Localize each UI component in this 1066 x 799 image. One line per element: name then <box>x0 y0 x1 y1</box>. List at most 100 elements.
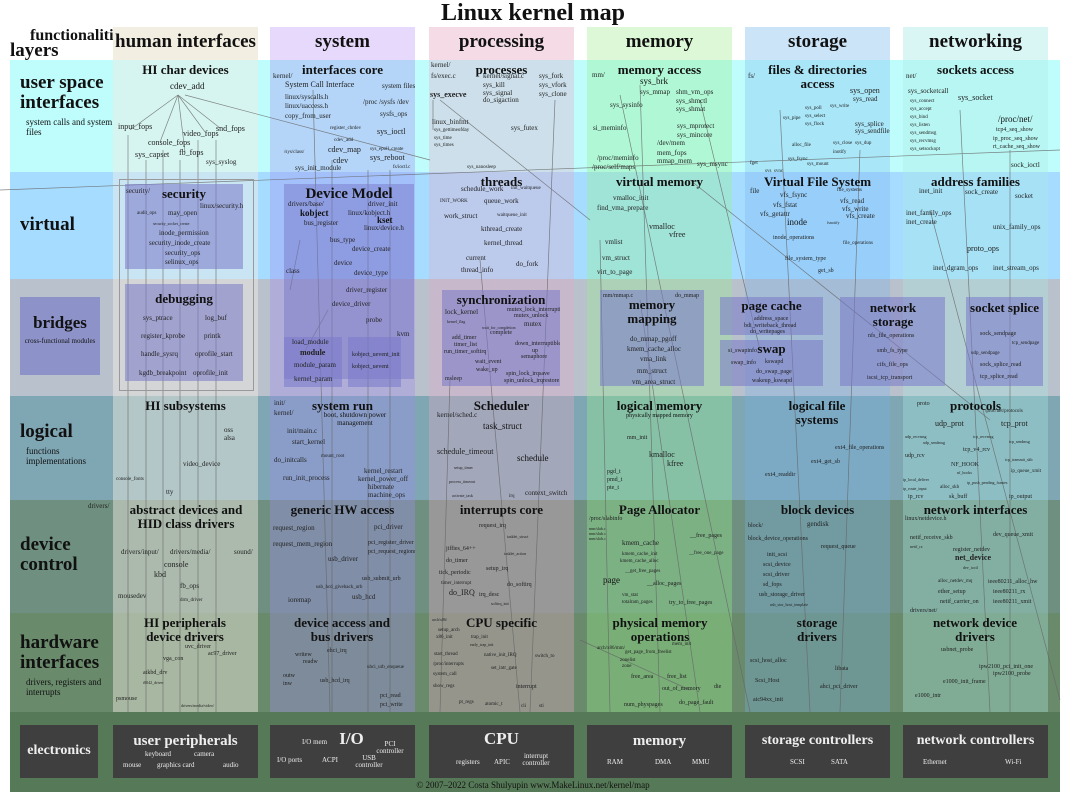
cell-item[interactable]: /proc/slabinfo <box>589 516 623 522</box>
cell-item[interactable]: linux/uaccess.h <box>285 102 328 110</box>
cell-item[interactable]: up <box>532 348 538 354</box>
cell-item[interactable]: video_device <box>183 460 221 468</box>
cell-item[interactable]: __alloc_pages <box>647 581 682 587</box>
cell-item[interactable]: sock_ioctl <box>1011 161 1040 169</box>
cell-generic-hw-access[interactable]: generic HW access request_region pci_dri… <box>270 500 415 613</box>
cell-scheduler[interactable]: Scheduler kernel/sched.c task_struct sch… <box>429 396 574 500</box>
cell-item[interactable]: init/main.c <box>287 427 318 435</box>
cell-item[interactable]: /proc/net/protocols <box>985 409 1023 414</box>
cell-item[interactable]: sys_init_module <box>295 164 342 172</box>
cell-item[interactable]: bdi_writeback_thread <box>744 323 797 329</box>
cell-item[interactable]: request_mem_region <box>273 540 333 548</box>
cell-item[interactable]: dev_ioctl <box>963 565 978 570</box>
cell-item[interactable]: inode_operations <box>773 235 815 241</box>
cell-item[interactable]: writew <box>295 652 312 658</box>
cell-item[interactable]: sys_sync <box>765 169 784 172</box>
cell-item[interactable]: atkbd_drv <box>143 670 168 676</box>
hw-item[interactable]: MMU <box>692 758 710 766</box>
cell-item[interactable]: mutex <box>524 320 542 328</box>
cell-item[interactable]: hibernate <box>368 483 395 491</box>
cell-item[interactable]: sock_create <box>965 188 999 196</box>
cell-item[interactable]: out_of_memory <box>662 686 701 692</box>
copyright-footer[interactable]: © 2007–2022 Costa Shulyupin www.MakeLinu… <box>416 780 650 790</box>
cell-item[interactable]: complete <box>490 330 512 336</box>
cell-item[interactable]: fb_ops <box>180 582 200 590</box>
cell-item[interactable]: usb_hcd_irq <box>320 678 350 684</box>
cell-item[interactable]: NF_HOOK <box>951 462 980 468</box>
cell-item[interactable]: current <box>466 254 486 262</box>
cell-system-run[interactable]: system run boot, shutdown power manageme… <box>270 396 415 500</box>
cell-item[interactable]: sys_fsync <box>788 157 808 162</box>
cell-item[interactable]: ip_queue_xmit <box>1011 469 1041 474</box>
cell-item[interactable]: kernel_restart <box>364 467 403 475</box>
cell-item[interactable]: ieee80211_rx <box>993 589 1026 595</box>
cell-item[interactable]: pmd_t <box>607 477 623 483</box>
cell-item[interactable]: linux/security.h <box>200 202 243 210</box>
cell-item[interactable]: sys_ptrace <box>143 314 173 322</box>
cell-item[interactable]: bus_type <box>330 236 356 244</box>
cell-item[interactable]: sys_msync <box>697 160 728 168</box>
cell-address-families[interactable]: address families inet_init sock_create s… <box>903 172 1048 279</box>
cell-item[interactable]: tick_periodic <box>439 570 471 576</box>
cell-item[interactable]: sys_mprotect <box>677 122 715 130</box>
cell-item[interactable]: uhci_urb_enqueue <box>367 665 404 670</box>
cell-socket-splice[interactable]: socket splice sock_sendpage tcp_sendpage… <box>966 297 1043 386</box>
cell-network-device-drivers[interactable]: network device drivers usbnet_probe ipw2… <box>903 613 1048 712</box>
cell-item[interactable]: tcp_sendmsg <box>1009 439 1030 444</box>
cell-item[interactable]: scsi_driver <box>763 572 790 578</box>
cell-item[interactable]: tcp_splice_read <box>980 374 1018 380</box>
cell-item[interactable]: udp_rcv <box>905 453 925 459</box>
cell-item[interactable]: mm_init <box>627 435 648 441</box>
cell-item[interactable]: vga_con <box>163 656 184 662</box>
cell-cpu-specific[interactable]: arch/x86/ CPU specific setup_arch x86_in… <box>429 613 574 712</box>
cell-item[interactable]: sys_futex <box>511 124 538 132</box>
cell-item[interactable]: device_create <box>352 245 391 253</box>
cell-item[interactable]: setup_irq <box>486 566 509 572</box>
cell-item[interactable]: timer_interrupt <box>441 581 472 586</box>
cell-item[interactable]: module_param <box>294 361 336 369</box>
cell-item[interactable]: sys_listen <box>910 123 930 128</box>
cell-item[interactable]: sys_read <box>853 95 878 103</box>
cell-item[interactable]: si_meminfo <box>593 124 627 132</box>
cell-item[interactable]: totalram_pages <box>622 600 653 605</box>
cell-item[interactable]: mutex_lock_interruptible <box>507 307 560 313</box>
cell-item[interactable]: wait_event <box>475 359 502 365</box>
cell-item[interactable]: /proc/meminfo <box>597 154 639 162</box>
cell-item[interactable]: mem_fops <box>657 149 687 157</box>
hw-item[interactable]: ACPI <box>322 756 338 764</box>
hw-item[interactable]: I/O ports <box>277 756 303 764</box>
cell-item[interactable]: file_operations <box>843 241 873 246</box>
cell-item[interactable]: sys_shmctl <box>676 97 708 105</box>
cell-item[interactable]: irq_desc <box>479 592 500 598</box>
cell-item[interactable]: sock_splice_read <box>980 362 1022 368</box>
cell-item[interactable]: usb_hcd_giveback_urb <box>316 585 363 590</box>
cell-item[interactable]: semaphore <box>521 354 547 360</box>
cell-module[interactable]: load_module module module_param kernel_p… <box>284 337 342 387</box>
cell-item[interactable]: sys_poll <box>805 106 822 111</box>
cell-item[interactable]: do_writepages <box>750 329 785 335</box>
cell-item[interactable]: mm/mmap.c <box>603 293 634 299</box>
cell-item[interactable]: udp_prot <box>935 419 964 428</box>
cell-item[interactable]: find_vma_prepare <box>597 204 649 212</box>
cell-item[interactable]: process_timeout <box>449 479 476 484</box>
cell-processes[interactable]: processes kernel/ fs/exec.c kernel/signa… <box>429 60 574 172</box>
cell-item[interactable]: sys_close <box>833 141 853 146</box>
cell-item[interactable]: fget <box>750 161 758 166</box>
cell-item[interactable]: __free_one_page <box>689 551 724 556</box>
cell-item[interactable]: sys_times <box>434 143 454 148</box>
cell-protocols[interactable]: protocols proto /proc/net/protocols udp_… <box>903 396 1048 501</box>
cell-item[interactable]: interrupt <box>516 684 537 690</box>
cell-item[interactable]: file <box>750 187 760 195</box>
cell-item[interactable]: sys_nanosleep <box>467 165 496 170</box>
cell-item[interactable]: pci_request_regions <box>368 549 415 555</box>
cell-item[interactable]: native_init_IRQ <box>484 653 517 658</box>
cell-item[interactable]: oss <box>224 426 233 434</box>
cell-item[interactable]: sysfs_ops <box>380 110 408 118</box>
cell-item[interactable]: trap_init <box>471 635 488 640</box>
cell-item[interactable]: kobject <box>300 208 329 218</box>
cell-item[interactable]: bus_register <box>304 219 339 227</box>
cell-item[interactable]: setup_timer <box>454 465 473 470</box>
cell-item[interactable]: queue_work <box>484 197 519 205</box>
cell-item[interactable]: gendisk <box>807 520 829 528</box>
cell-item[interactable]: fb_fops <box>179 148 204 157</box>
